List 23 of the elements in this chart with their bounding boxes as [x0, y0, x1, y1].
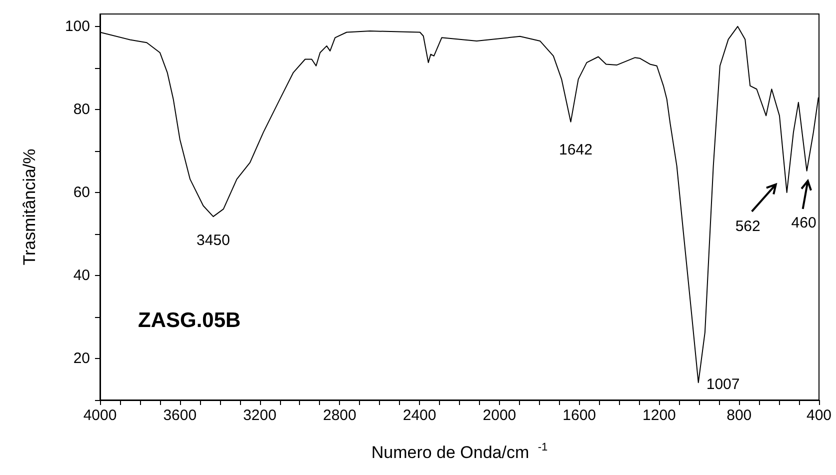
x-tick-label: 2400 [402, 407, 436, 424]
annotation: 3450 [196, 232, 230, 250]
annotation: 460 [791, 214, 816, 232]
x-tick-label: 1200 [642, 407, 676, 424]
x-tick-label: 3600 [163, 407, 197, 424]
x-axis-title: Numero de Onda/cm -1 [371, 442, 548, 462]
x-tick-label: 2800 [322, 407, 356, 424]
x-tick-label: 400 [806, 407, 832, 424]
y-tick-label: 20 [73, 350, 90, 367]
x-tick-label: 3200 [243, 407, 276, 424]
annotation: ZASG.05B [138, 309, 241, 332]
annotation: 1642 [559, 141, 592, 158]
y-tick-label: 40 [73, 266, 90, 284]
annotation: 562 [735, 218, 760, 235]
x-tick-label: 2000 [482, 407, 516, 424]
y-axis-title: Trasmitância/% [20, 148, 39, 266]
y-tick-label: 100 [64, 18, 90, 35]
x-tick-label: 4000 [83, 407, 117, 424]
x-tick-label: 800 [726, 407, 752, 424]
y-tick-label: 80 [73, 100, 90, 118]
annotation: 1007 [706, 376, 740, 394]
x-tick-label: 1600 [562, 407, 596, 424]
y-tick-label: 60 [73, 184, 90, 201]
